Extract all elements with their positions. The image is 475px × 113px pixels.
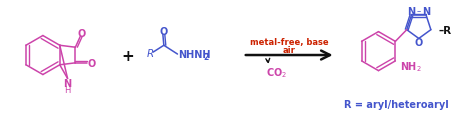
Text: NH$_2$: NH$_2$ [400,59,422,73]
Text: 2: 2 [204,53,209,61]
Text: O: O [87,58,95,68]
Text: +: + [122,49,134,64]
Text: –R: –R [438,25,452,35]
Text: O: O [160,26,168,36]
Text: R = aryl/heteroaryl: R = aryl/heteroaryl [344,99,448,109]
Text: –: – [417,7,421,16]
Text: metal-free, base: metal-free, base [250,38,329,46]
Text: O: O [77,28,86,38]
Text: CO$_2$: CO$_2$ [266,65,287,79]
Text: N: N [422,7,430,16]
Text: air: air [283,45,295,54]
Text: N: N [407,7,416,16]
Text: NHNH: NHNH [179,50,211,60]
FancyArrowPatch shape [266,59,270,63]
Text: O: O [415,38,423,48]
Text: R: R [147,49,154,59]
Text: N: N [64,79,72,88]
Text: H: H [65,85,71,94]
